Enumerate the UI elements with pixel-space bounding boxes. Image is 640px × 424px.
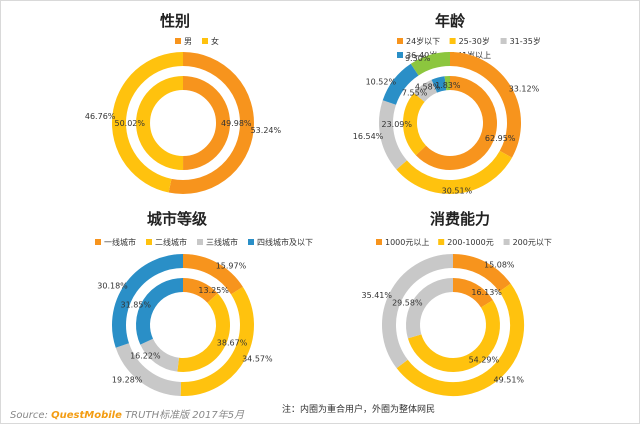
footnote: 注：内圈为重合用户，外圈为整体网民 — [282, 405, 436, 415]
legend-swatch-2-0 — [95, 239, 101, 245]
chart-title-2: 城市等级 — [147, 210, 208, 228]
inner-ring-0-slice-1 — [136, 76, 184, 170]
legend-swatch-1-3 — [397, 52, 403, 58]
inner-ring-2-slice-0 — [182, 278, 218, 304]
inner-ring-1-slice-2 — [413, 79, 438, 103]
outer-ring-2-slice-3 — [112, 254, 184, 348]
outer-ring-2-label-0: 15.97% — [216, 261, 247, 270]
inner-ring-2-slice-2 — [140, 338, 180, 372]
inner-ring-1-label-0: 62.95% — [485, 134, 516, 143]
inner-ring-3-slice-1 — [407, 300, 500, 372]
legend-label-1-1: 25-30岁 — [459, 36, 490, 46]
legend-label-0-1: 女 — [211, 36, 219, 46]
inner-ring-2-label-2: 16.22% — [130, 352, 161, 361]
inner-ring-2-label-3: 31.85% — [120, 301, 151, 310]
inner-ring-3-label-1: 54.29% — [469, 356, 500, 365]
outer-ring-3-label-1: 49.51% — [494, 376, 525, 385]
outer-ring-2-label-2: 19.28% — [112, 376, 143, 385]
chart-title-1: 年龄 — [435, 12, 466, 30]
chart-title-0: 性别 — [160, 12, 190, 30]
legend-label-3-0: 1000元以上 — [385, 238, 429, 247]
outer-ring-3-slice-1 — [396, 283, 525, 397]
inner-ring-2-label-0: 13.25% — [198, 286, 229, 295]
outer-ring-3-slice-2 — [382, 254, 454, 369]
legend-swatch-0-1 — [202, 38, 208, 44]
legend-swatch-1-1 — [449, 38, 456, 44]
legend-label-2-2: 三线城市 — [206, 237, 238, 247]
source-brand: QuestMobile — [51, 410, 122, 421]
outer-ring-2-slice-0 — [182, 254, 243, 295]
outer-ring-1-slice-2 — [379, 100, 408, 170]
outer-ring-1-slice-1 — [396, 150, 512, 194]
legend-label-3-1: 200-1000元 — [447, 238, 494, 247]
outer-ring-1-label-2: 16.54% — [353, 132, 384, 141]
chart-title-3: 消费能力 — [430, 210, 490, 228]
outer-ring-3-slice-0 — [452, 254, 511, 292]
inner-ring-1-slice-0 — [415, 76, 497, 170]
inner-ring-3-label-2: 29.58% — [392, 298, 423, 307]
inner-ring-2-slice-3 — [136, 278, 184, 345]
legend-label-2-1: 二线城市 — [155, 237, 187, 247]
legend-swatch-1-2 — [500, 38, 507, 44]
inner-ring-0-slice-0 — [182, 76, 231, 170]
inner-ring-1-slice-3 — [431, 76, 447, 93]
legend-label-1-3: 36-40岁 — [406, 50, 437, 60]
legend-swatch-3-2 — [503, 239, 510, 245]
inner-ring-1-slice-1 — [403, 92, 427, 156]
legend-label-1-4: 41岁以上 — [457, 50, 491, 60]
inner-ring-2-label-1: 38.67% — [217, 338, 248, 347]
inner-ring-1-label-2: 7.55% — [402, 89, 428, 98]
legend-label-2-3: 四线城市及以下 — [257, 237, 313, 247]
outer-ring-0-label-0: 53.24% — [251, 126, 282, 135]
source-suffix: TRUTH标准版 2017年5月 — [125, 410, 245, 421]
inner-ring-0-label-0: 49.98% — [221, 119, 252, 128]
legend-swatch-2-3 — [248, 239, 254, 245]
source-note: Source: QuestMobile TRUTH标准版 2017年5月 — [10, 406, 244, 421]
legend-label-3-2: 200元以下 — [513, 238, 552, 247]
outer-ring-1-label-1: 30.51% — [442, 187, 473, 196]
inner-ring-3-slice-0 — [452, 278, 493, 308]
outer-ring-1-label-4: 9.30% — [405, 54, 431, 63]
legend-swatch-3-1 — [438, 239, 445, 245]
legend-label-0-0: 男 — [184, 37, 192, 46]
outer-ring-2-label-1: 34.57% — [242, 355, 273, 364]
inner-ring-2-slice-1 — [177, 293, 230, 372]
source-prefix: Source: — [10, 410, 48, 421]
legend-swatch-3-0 — [376, 239, 382, 245]
outer-ring-1-label-3: 10.52% — [366, 78, 397, 87]
donut-chart-3: 消费能力 1000元以上 200-1000元 200元以下 15.08% 49.51% 35… — [361, 210, 552, 397]
legend-label-2-0: 一线城市 — [104, 237, 136, 247]
outer-ring-1-slice-3 — [382, 63, 419, 106]
outer-ring-2-label-3: 30.18% — [97, 281, 128, 290]
legend-swatch-2-1 — [146, 239, 152, 245]
legend-swatch-1-0 — [397, 38, 403, 44]
outer-ring-0-slice-0 — [168, 52, 254, 194]
outer-ring-3-label-0: 15.08% — [484, 261, 515, 270]
outer-ring-1-label-0: 33.12% — [509, 85, 540, 94]
legend-swatch-2-2 — [197, 239, 203, 245]
inner-ring-3-slice-2 — [406, 278, 454, 339]
legend-label-1-2: 31-35岁 — [510, 36, 541, 46]
outer-ring-1-slice-0 — [449, 52, 521, 158]
legend-label-1-0: 24岁以下 — [406, 36, 440, 46]
inner-ring-3-label-0: 16.13% — [471, 288, 502, 297]
outer-ring-3-label-2: 35.41% — [361, 291, 392, 300]
outer-ring-0-label-1: 46.76% — [85, 112, 116, 121]
inner-ring-1-label-3: 4.58% — [415, 82, 441, 91]
outer-ring-2-slice-1 — [180, 286, 254, 396]
outer-ring-2-slice-2 — [115, 342, 182, 396]
legend-swatch-0-0 — [175, 38, 181, 44]
outer-ring-1-slice-4 — [410, 52, 451, 76]
donut-chart-1: 年龄 24岁以下 25-30岁 31-35岁 36-40岁 41岁以上 33.12% 30.5… — [353, 12, 541, 196]
donut-chart-0: 性别男 女 53.24% 46.76% 49.98% 50.02% — [85, 12, 282, 194]
inner-ring-0-label-1: 50.02% — [114, 119, 145, 128]
inner-ring-1-label-1: 23.09% — [381, 120, 412, 129]
inner-ring-1-label-4: 1.83% — [435, 81, 461, 90]
outer-ring-0-slice-1 — [112, 52, 184, 193]
